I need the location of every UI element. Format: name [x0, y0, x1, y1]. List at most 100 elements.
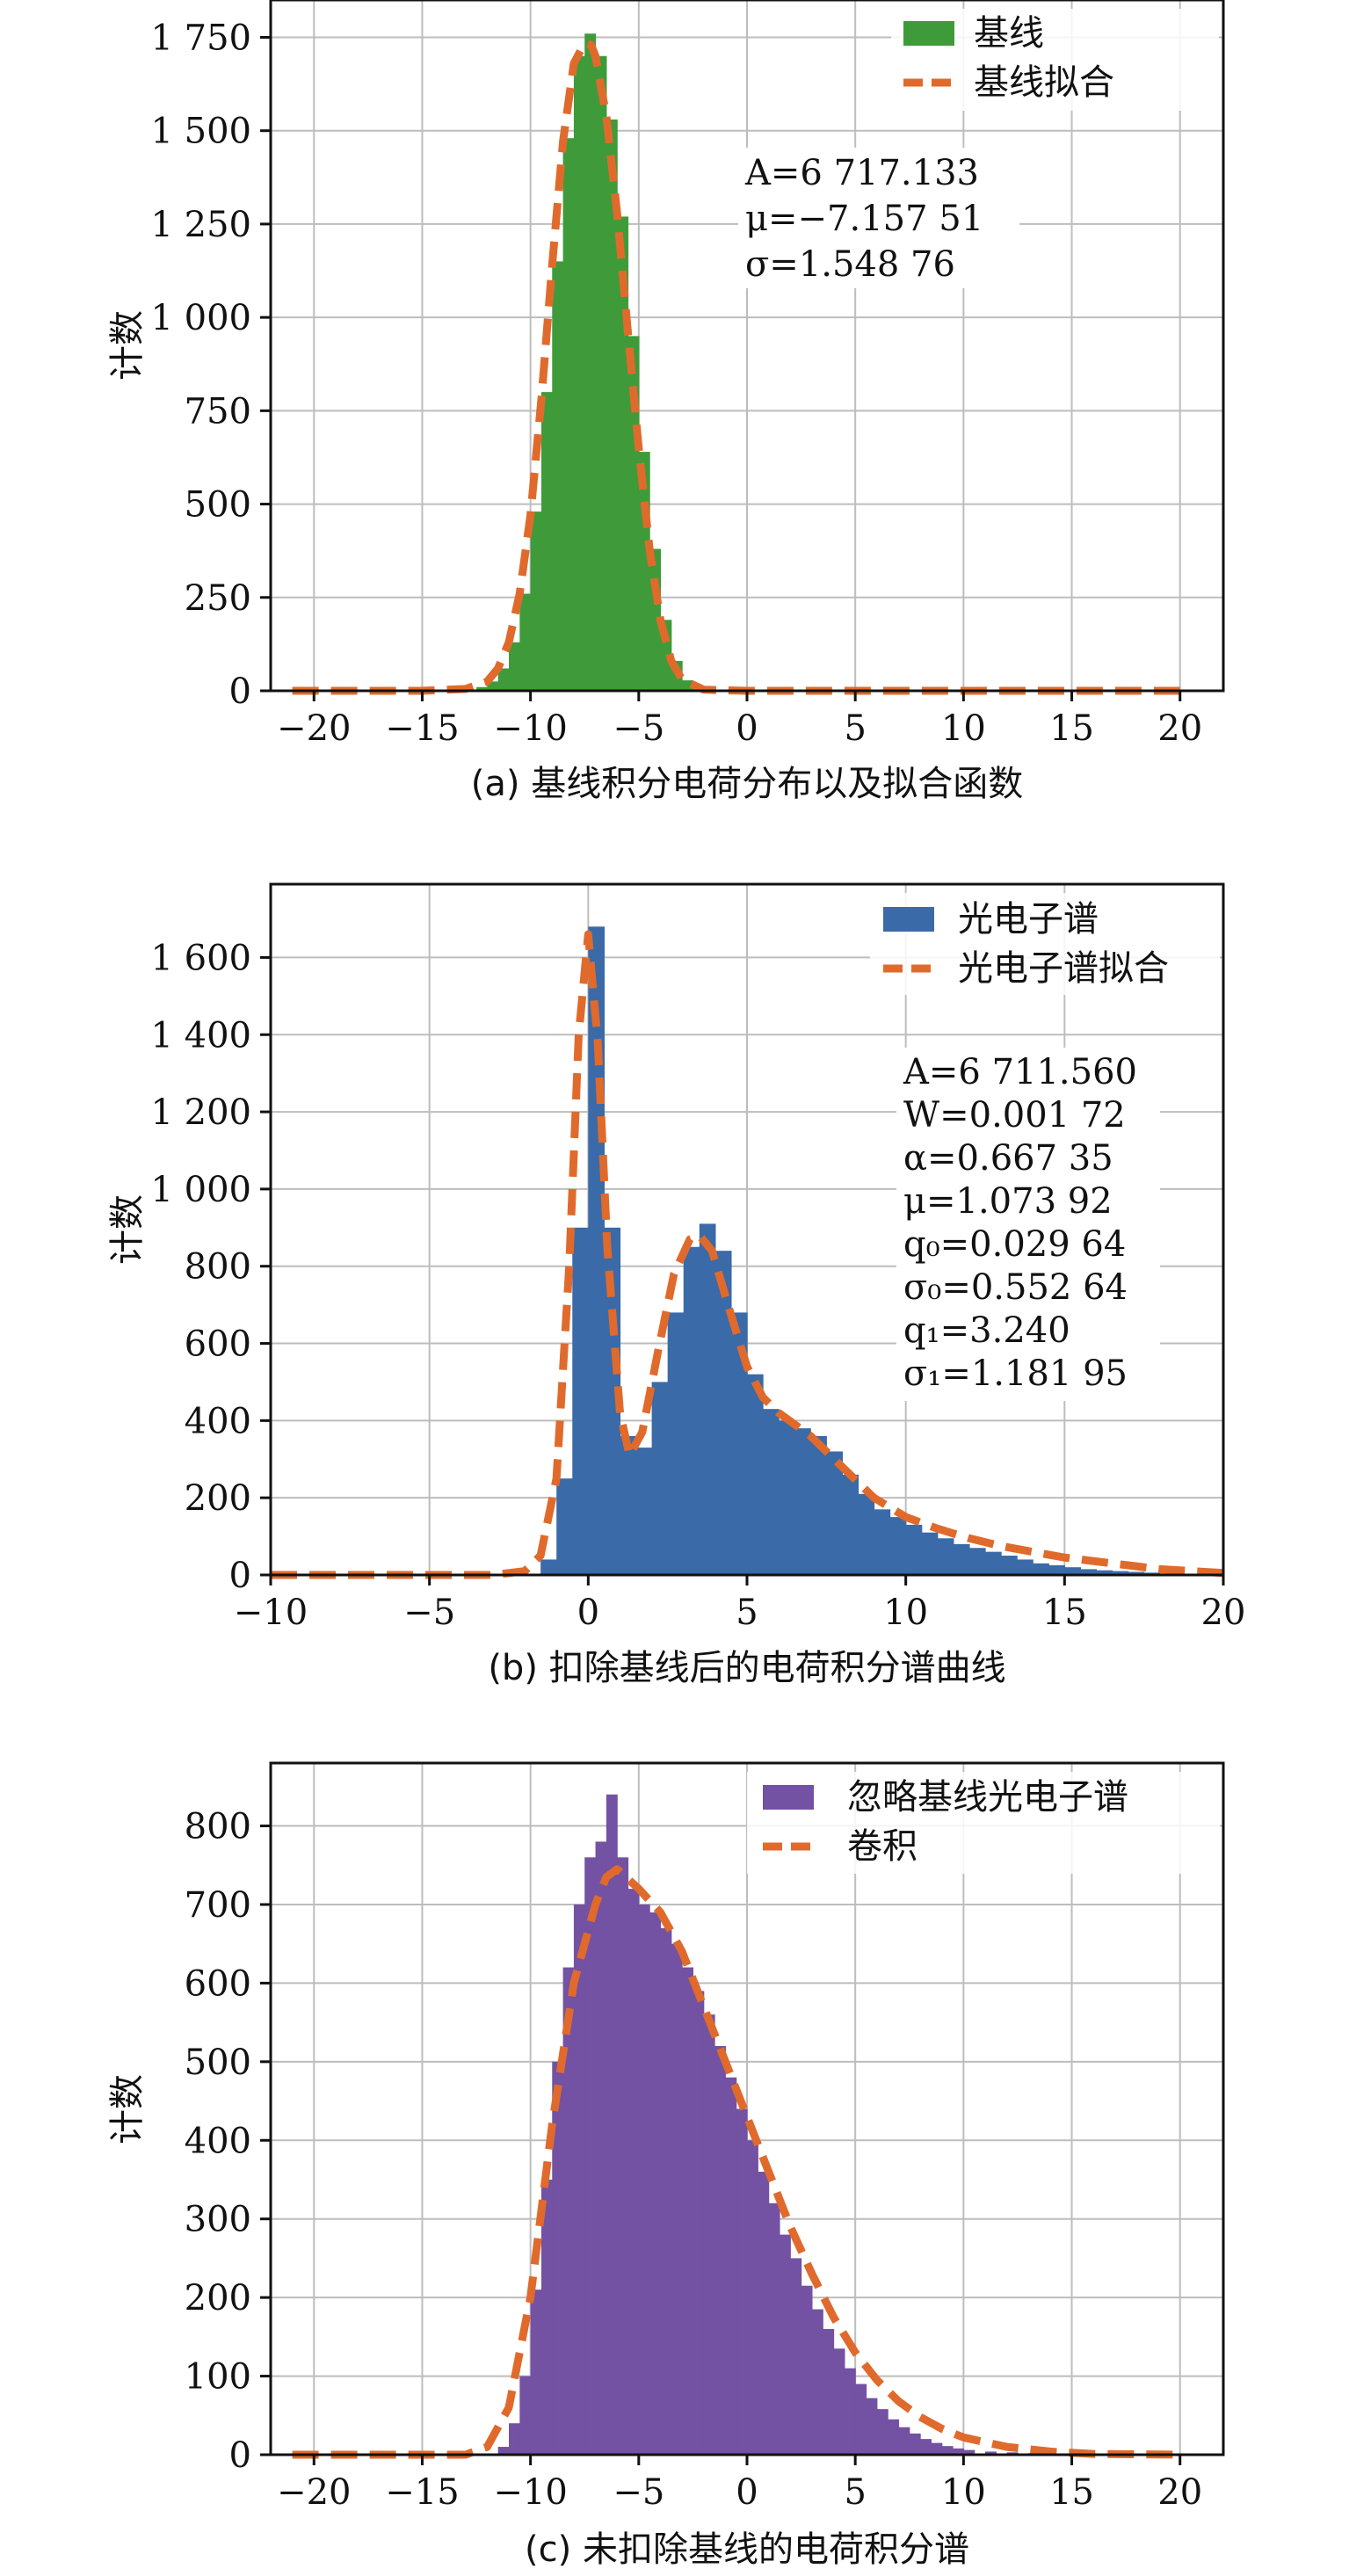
histogram-bar-b-13 [730, 1312, 748, 1575]
histogram-bar-a-9 [562, 138, 575, 691]
y-tick-label-b-7: 1 400 [150, 1015, 251, 1056]
legend-label-fit-c: 卷积 [847, 1826, 917, 1867]
histogram-bar-a-8 [552, 261, 564, 691]
histogram-bar-a-6 [530, 512, 542, 691]
x-tick-label-b-0: −10 [234, 1593, 308, 1633]
histogram-bar-b-3 [572, 1227, 589, 1575]
legend-a: 基线 基线拟合 [891, 9, 1219, 111]
annotation-b-line-4: μ=1.073 92 [903, 1181, 1113, 1222]
histogram-bar-b-12 [714, 1251, 732, 1575]
x-tick-label-b-4: 10 [883, 1593, 928, 1633]
legend-label-hist-c: 忽略基线光电子谱 [847, 1777, 1128, 1818]
histogram-bar-c-18 [682, 1967, 694, 2455]
annotation-b: A=6 711.560 W=0.001 72 α=0.667 35 μ=1.07… [896, 1048, 1160, 1401]
histogram-bar-b-20 [842, 1474, 859, 1575]
histogram-bar-a-11 [584, 33, 597, 691]
histogram-bar-b-34 [1064, 1567, 1081, 1575]
histogram-bar-a-13 [606, 119, 618, 691]
histogram-bar-b-18 [810, 1435, 827, 1575]
y-tick-label-c-5: 500 [185, 2043, 251, 2083]
histogram-bar-b-24 [905, 1524, 923, 1575]
fit-curve-c [292, 1865, 1180, 2459]
annotation-b-line-5: q₀=0.029 64 [903, 1224, 1126, 1265]
histogram-bar-b-10 [683, 1246, 700, 1575]
histogram-bar-c-36 [876, 2409, 888, 2455]
fit-curve-a [292, 39, 1180, 695]
histogram-bar-c-12 [617, 1857, 629, 2455]
histogram-bar-a-1 [476, 686, 488, 691]
histogram-bar-b-30 [1001, 1556, 1018, 1575]
x-tick-label-b-1: −5 [403, 1593, 455, 1633]
histogram-bar-c-19 [693, 1991, 705, 2455]
annotation-a: A=6 717.133 μ=−7.157 51 σ=1.548 76 [738, 148, 1019, 288]
y-tick-label-b-2: 400 [185, 1401, 251, 1441]
histogram-bar-c-38 [898, 2427, 910, 2455]
histogram-bar-c-1 [497, 2447, 510, 2455]
legend-swatch-hist-c [763, 1785, 814, 1810]
x-tick-label-b-3: 5 [736, 1593, 758, 1633]
histogram-bar-c-34 [855, 2384, 867, 2455]
y-tick-label-a-5: 1 250 [150, 205, 251, 245]
annotation-b-line-8: σ₁=1.181 95 [903, 1353, 1128, 1394]
histogram-bar-c-29 [801, 2285, 813, 2455]
histogram-bar-c-26 [768, 2202, 780, 2455]
annotation-a-line-3: σ=1.548 76 [745, 244, 955, 285]
histogram-bar-a-20 [682, 680, 694, 691]
annotation-a-line-1: A=6 717.133 [744, 153, 979, 193]
annotation-b-line-3: α=0.667 35 [903, 1138, 1113, 1179]
x-tick-label-c-8: 20 [1157, 2472, 1202, 2513]
annotation-b-line-2: W=0.001 72 [903, 1095, 1126, 1136]
x-tick-label-c-2: −10 [493, 2472, 567, 2513]
legend-c: 忽略基线光电子谱 卷积 [747, 1772, 1220, 1874]
y-tick-label-c-3: 300 [185, 2200, 251, 2240]
histogram-bar-c-4 [530, 2289, 542, 2455]
x-tick-label-a-2: −10 [493, 708, 567, 749]
histogram-bar-b-27 [953, 1543, 970, 1575]
histogram-bar-b-23 [889, 1517, 907, 1575]
histogram-bar-c-42 [941, 2446, 954, 2455]
histogram-bar-b-19 [826, 1451, 843, 1575]
histogram-bar-b-37 [1112, 1571, 1129, 1575]
histogram-bar-b-35 [1080, 1569, 1098, 1575]
annotation-b-line-6: σ₀=0.552 64 [903, 1267, 1128, 1308]
y-axis-label-b: 计数 [107, 1194, 148, 1265]
legend-label-fit-a: 基线拟合 [974, 62, 1114, 103]
histogram-bar-b-21 [858, 1493, 875, 1575]
x-tick-label-c-5: 5 [844, 2472, 866, 2513]
histogram-bar-b-22 [874, 1509, 891, 1575]
histogram-bar-c-20 [703, 2014, 715, 2455]
x-tick-label-b-2: 0 [577, 1593, 599, 1633]
y-tick-label-a-0: 0 [229, 671, 251, 712]
histogram-bar-c-11 [606, 1794, 618, 2455]
histogram-bar-b-15 [763, 1409, 780, 1575]
x-tick-label-c-7: 15 [1049, 2472, 1094, 2513]
histogram-bar-b-33 [1048, 1565, 1065, 1575]
histogram-bar-c-3 [519, 2376, 532, 2455]
annotation-b-line-7: q₁=3.240 [903, 1310, 1070, 1351]
x-tick-label-c-3: −5 [613, 2472, 664, 2513]
histogram-bar-c-21 [714, 2045, 726, 2455]
y-tick-label-b-8: 1 600 [150, 938, 251, 978]
histogram-bar-b-25 [921, 1532, 939, 1575]
histogram-bar-c-27 [779, 2234, 791, 2455]
legend-b: 光电子谱 光电子谱拟合 [870, 893, 1220, 995]
histogram-bar-c-44 [963, 2449, 975, 2455]
y-tick-label-c-8: 800 [185, 1807, 251, 1847]
caption-c: (c) 未扣除基线的电荷积分谱 [525, 2529, 969, 2570]
histogram-bar-b-32 [1033, 1563, 1049, 1575]
y-tick-label-a-3: 750 [185, 391, 251, 432]
x-tick-label-c-0: −20 [277, 2472, 351, 2513]
histogram-bar-c-24 [747, 2140, 758, 2455]
histogram-bar-a-12 [595, 55, 607, 691]
x-tick-label-c-1: −15 [385, 2472, 459, 2513]
histogram-bar-b-16 [779, 1420, 795, 1575]
histogram-bar-b-14 [747, 1374, 764, 1575]
histogram-bar-c-40 [920, 2439, 932, 2455]
histogram-bar-c-31 [823, 2328, 835, 2455]
y-tick-label-c-0: 0 [229, 2435, 251, 2476]
panel-c: −20 −15 −10 −5 0 5 10 15 20010020030040050060070… [107, 1761, 1225, 2570]
histogram-bar-c-25 [758, 2172, 770, 2455]
histogram-bar-b-9 [667, 1312, 685, 1575]
